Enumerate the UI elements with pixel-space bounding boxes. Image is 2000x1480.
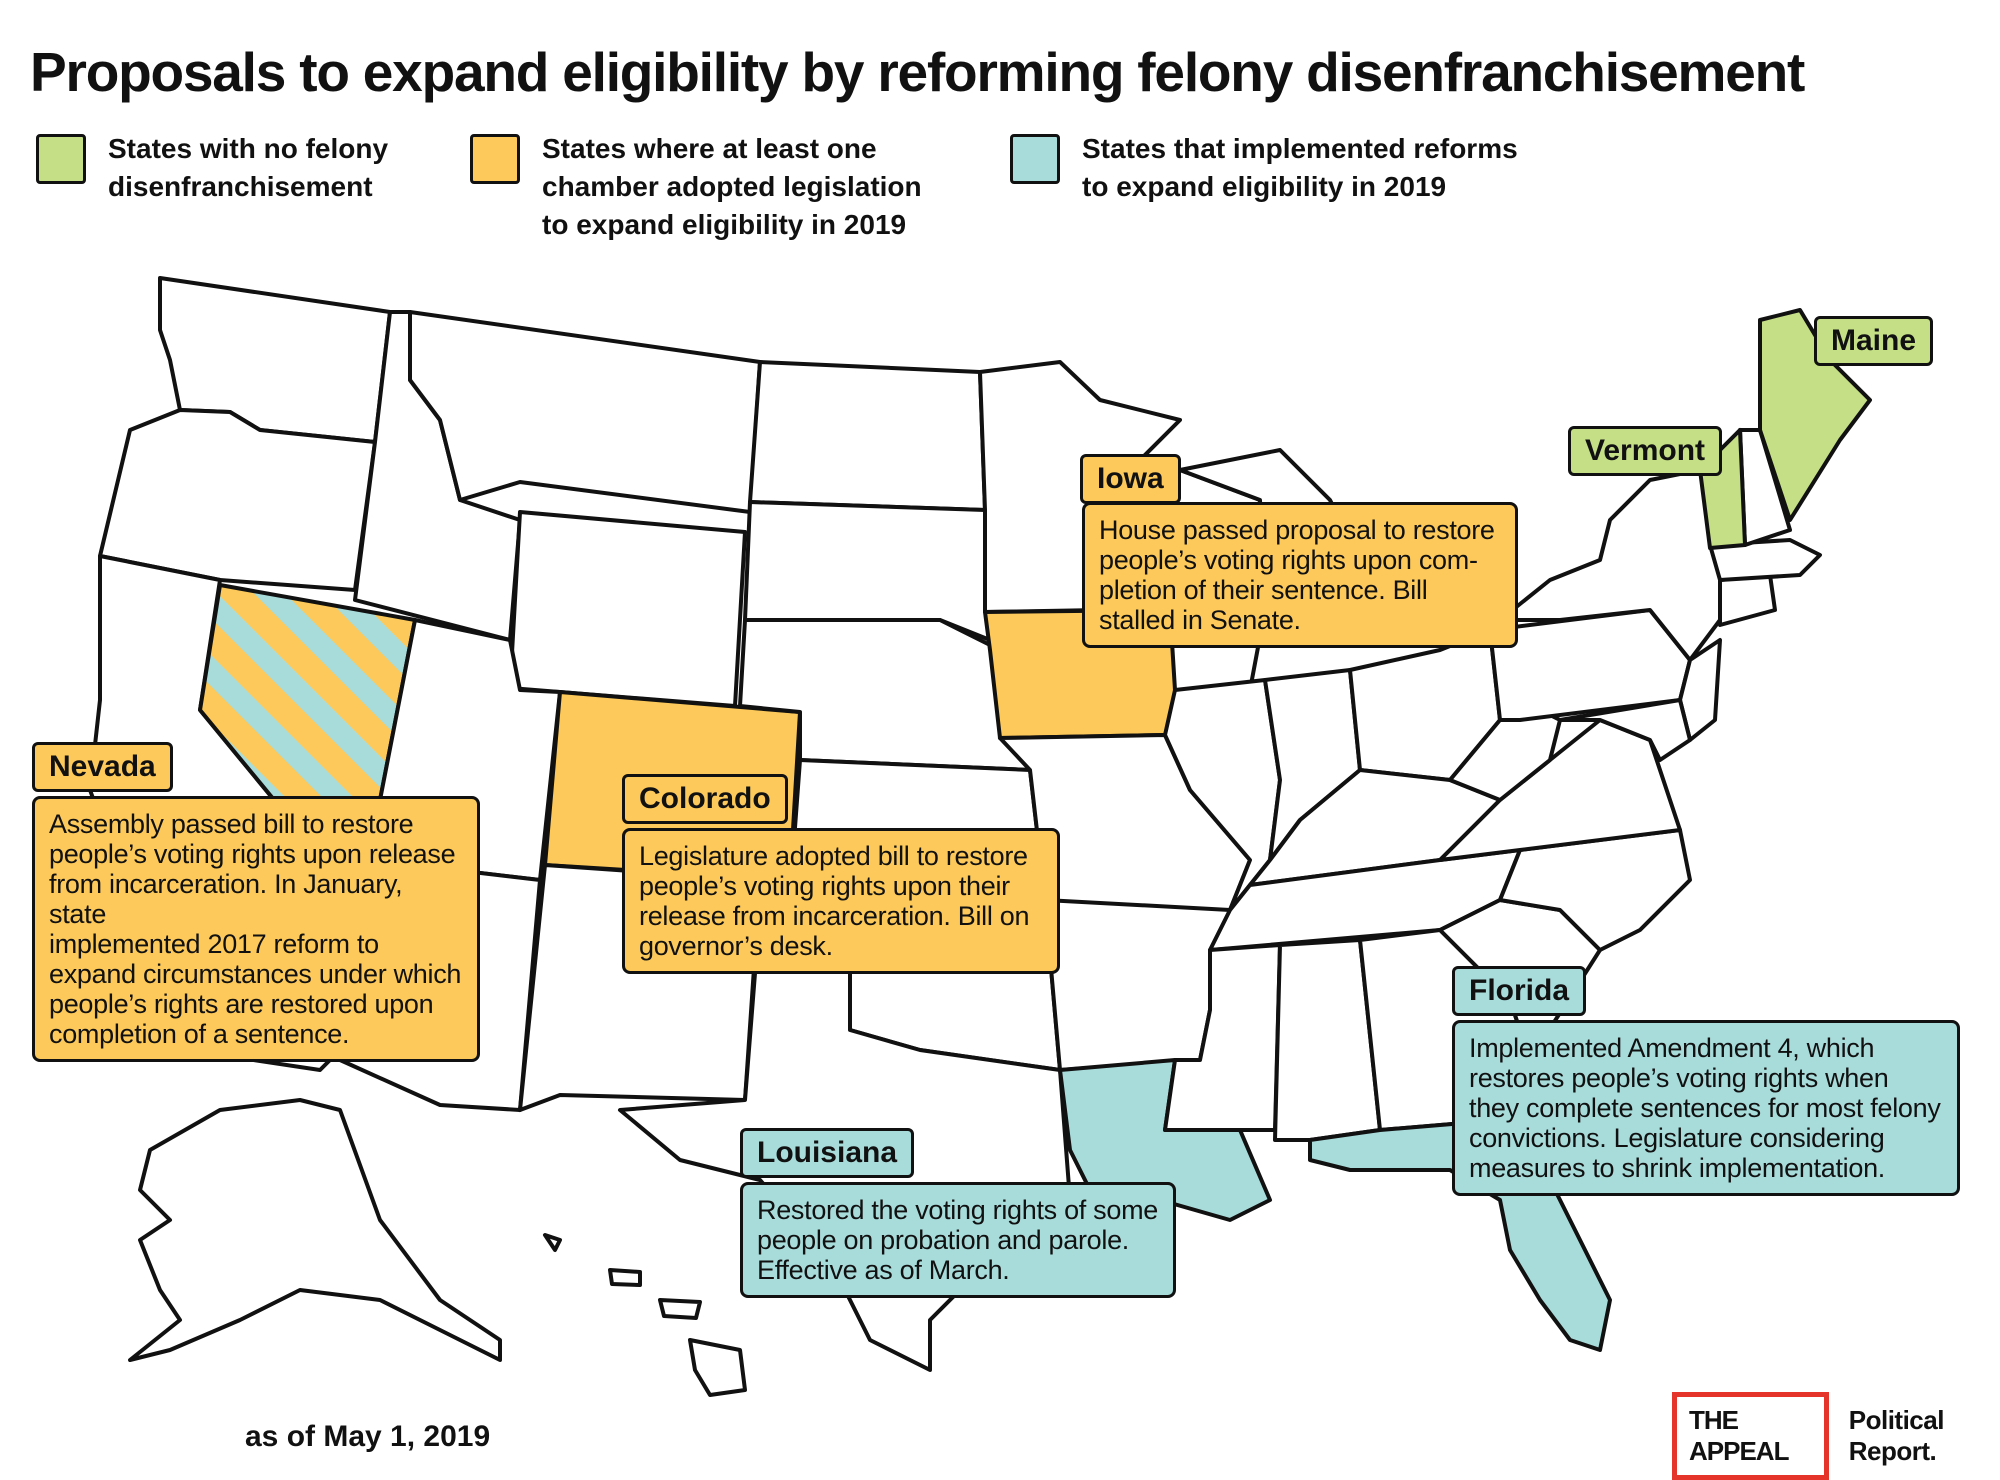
note-line: people’s rights are restored upon [49,989,434,1019]
legend-line: to expand eligibility in 2019 [1082,171,1447,202]
louisiana-label: Louisiana [740,1128,915,1178]
louisiana-note: Restored the voting rights of some peopl… [740,1182,1176,1298]
state-maryland [1558,698,1692,762]
note-line: completion of a sentence. [49,1019,350,1049]
note-line: Assembly passed bill to restore [49,809,414,839]
legend-line: to expand eligibility in 2019 [542,209,907,240]
legend-swatch-teal [1010,134,1060,184]
legend-item-chamber-adopted: States where at least one chamber adopte… [470,130,922,244]
note-line: people on probation and parole. [757,1225,1130,1255]
note-line: people’s voting rights upon their [639,871,1010,901]
iowa-label: Iowa [1080,454,1181,504]
legend-swatch-yellow [470,134,520,184]
logo-box: THE APPEAL [1672,1392,1829,1480]
state-connecticut [1718,573,1777,627]
note-line: they complete sentences for most felony [1469,1093,1941,1123]
note-line: convictions. Legislature considering [1469,1123,1885,1153]
iowa-note: House passed proposal to restore people’… [1082,502,1518,648]
legend-line: chamber adopted legislation [542,171,922,202]
colorado-note: Legislature adopted bill to restore peop… [622,828,1060,974]
legend-item-no-disenfranchisement: States with no felony disenfranchisement [36,130,388,206]
note-line: Legislature adopted bill to restore [639,841,1028,871]
note-line: restores people’s voting rights when [1469,1063,1889,1093]
state-wyoming [508,510,747,708]
state-hawaii [543,1233,562,1252]
as-of-date: as of May 1, 2019 [245,1420,491,1453]
florida-note: Implemented Amendment 4, which restores … [1452,1020,1960,1196]
state-hawaii [608,1268,642,1287]
state-hawaii [688,1338,747,1397]
legend-item-implemented: States that implemented reforms to expan… [1010,130,1518,206]
legend-line: States where at least one [542,133,877,164]
colorado-label: Colorado [622,774,788,824]
vermont-label: Vermont [1568,426,1723,476]
florida-label: Florida [1452,966,1587,1016]
legend-line: States with no felony [108,133,389,164]
note-line: people’s voting rights upon com- [1099,545,1478,575]
legend-text: States with no felony disenfranchisement [108,130,388,206]
legend-text: States where at least one chamber adopte… [542,130,922,244]
note-line: pletion of their sentence. Bill [1099,575,1428,605]
note-line: stalled in Senate. [1099,605,1301,635]
nevada-note: Assembly passed bill to restore people’s… [32,796,480,1062]
state-montana [408,310,762,514]
note-line: measures to shrink implementation. [1469,1153,1885,1183]
nevada-label: Nevada [32,742,173,792]
legend-line: disenfranchisement [108,171,373,202]
note-line: from incarceration. In January, state [49,869,403,929]
state-north-dakota [748,360,987,512]
maine-label: Maine [1814,316,1934,366]
note-line: Restored the voting rights of some [757,1195,1159,1225]
note-line: implemented 2017 reform to [49,929,379,959]
note-line: people’s voting rights upon release [49,839,456,869]
note-line: governor’s desk. [639,931,833,961]
page-title: Proposals to expand eligibility by refor… [30,41,1805,103]
note-line: release from incarceration. Bill on [639,901,1030,931]
the-appeal-logo: THE APPEAL Political Report. [1672,1392,2000,1480]
logo-text: Political Report. [1848,1405,1945,1466]
legend-text: States that implemented reforms to expan… [1082,130,1518,206]
state-massachusetts [1708,538,1822,582]
state-new-jersey [1678,638,1722,742]
legend-swatch-green [36,134,86,184]
note-line: House passed proposal to restore [1099,515,1495,545]
state-maine [1758,308,1872,522]
note-line: Effective as of March. [757,1255,1010,1285]
state-hawaii [658,1298,702,1320]
note-line: expand circumstances under which [49,959,462,989]
legend-line: States that implemented reforms [1082,133,1518,164]
state-south-dakota [743,500,992,642]
note-line: Implemented Amendment 4, which [1469,1033,1875,1063]
state-alaska [128,1098,502,1362]
